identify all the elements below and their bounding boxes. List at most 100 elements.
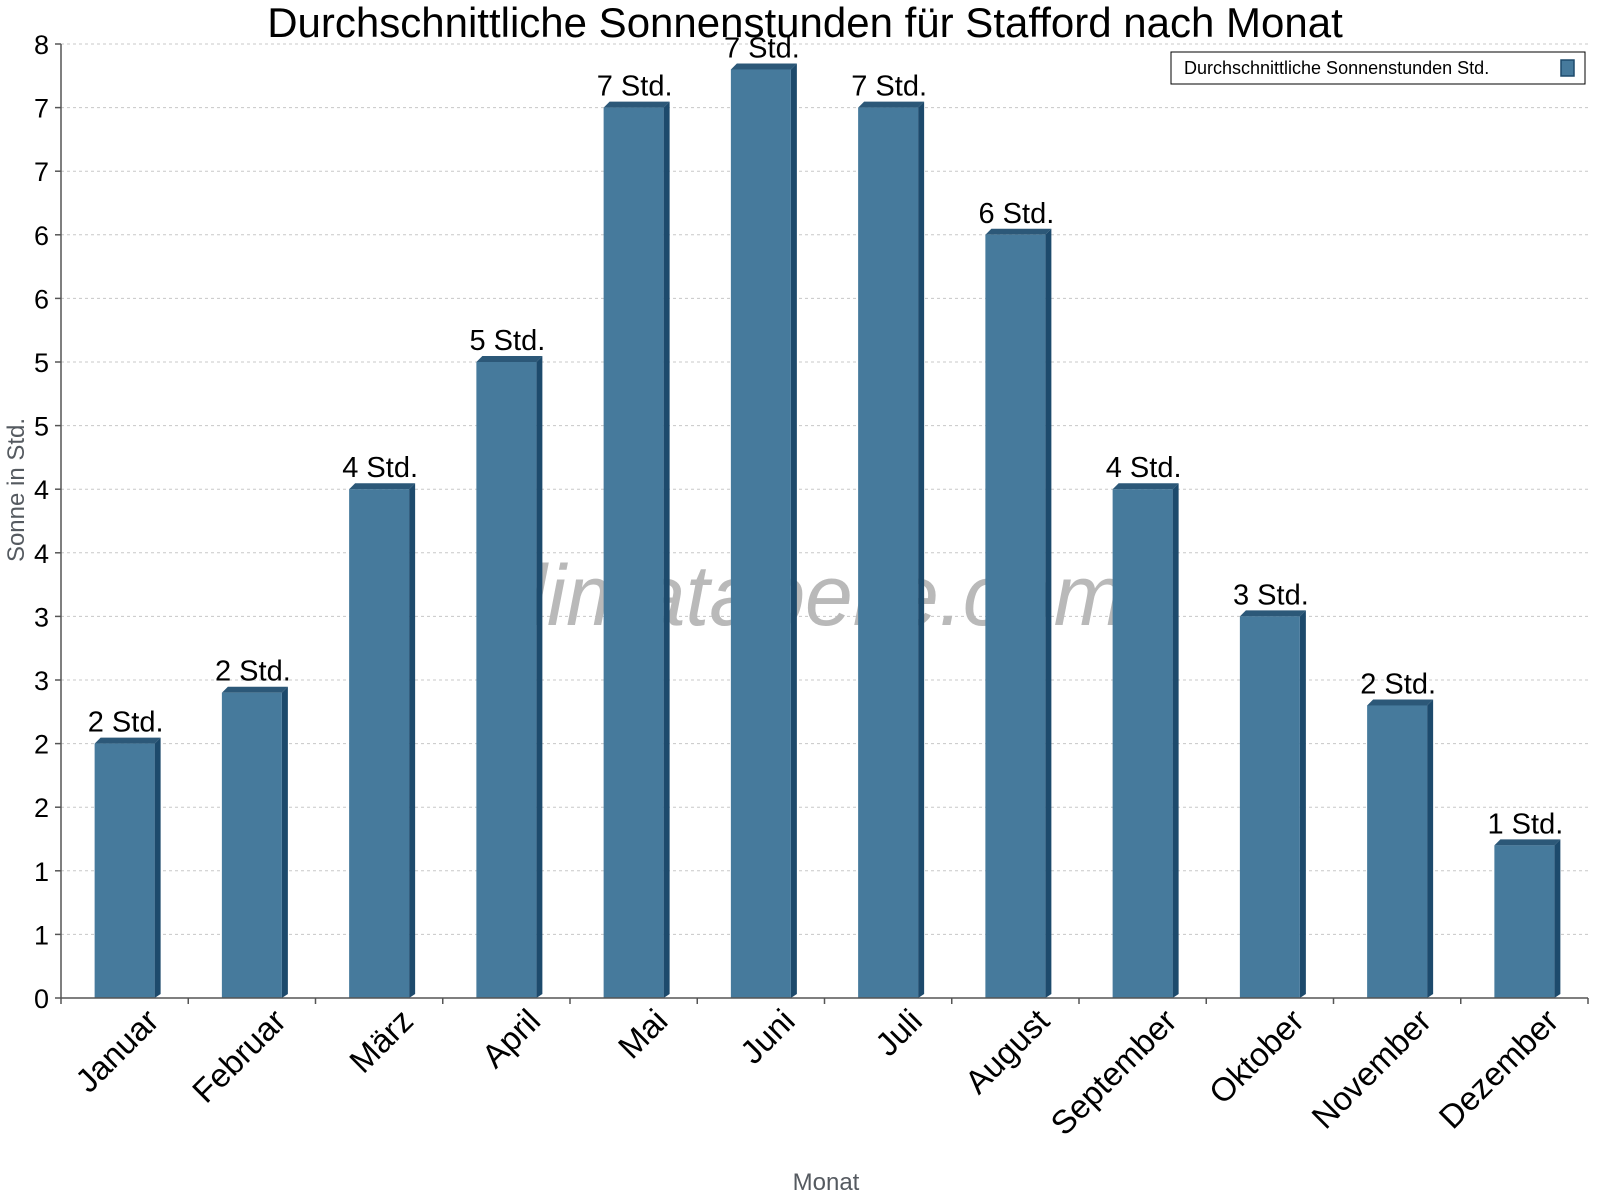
bar-top bbox=[221, 686, 288, 693]
bar bbox=[349, 483, 416, 998]
bar-top bbox=[1494, 839, 1561, 846]
legend: Durchschnittliche Sonnenstunden Std. bbox=[1170, 51, 1586, 85]
bar-front bbox=[1367, 705, 1428, 998]
bar-top bbox=[858, 101, 925, 108]
bar-top bbox=[476, 356, 543, 362]
data-label: 5 Std. bbox=[469, 325, 545, 357]
data-label: 7 Std. bbox=[597, 71, 673, 103]
bar-front bbox=[476, 362, 537, 998]
bar-top bbox=[985, 228, 1052, 235]
bar-side bbox=[1299, 610, 1306, 998]
x-tick-label: Mai bbox=[611, 1002, 675, 1066]
bar bbox=[603, 101, 670, 999]
bar-top bbox=[603, 101, 670, 108]
y-tick-labels: 0 1 1 2 2 3 3 4 4 5 5 6 6 7 7 8 bbox=[34, 30, 49, 1014]
y-tick-label: 3 bbox=[34, 666, 49, 696]
y-axis-title: Sonne in Std. bbox=[3, 418, 30, 562]
bar-side bbox=[409, 483, 416, 998]
bar-front bbox=[94, 743, 155, 998]
y-tick-label: 5 bbox=[34, 412, 49, 442]
data-label: 7 Std. bbox=[724, 32, 800, 64]
bar-top bbox=[1367, 699, 1434, 706]
x-tick-label: September bbox=[1043, 1002, 1183, 1142]
y-tick-label: 4 bbox=[34, 539, 49, 569]
y-tick-label: 4 bbox=[34, 475, 49, 505]
x-tick-labels: Januar Februar März April Mai Juni Juli AugustS… bbox=[68, 1002, 1565, 1142]
bar-top bbox=[1239, 610, 1306, 617]
bar bbox=[1494, 839, 1561, 998]
data-label: 6 Std. bbox=[978, 198, 1054, 230]
x-tick-label: Dezember bbox=[1432, 1002, 1566, 1136]
bar-side bbox=[154, 737, 161, 998]
bar bbox=[94, 737, 161, 998]
legend-box bbox=[1170, 51, 1586, 85]
x-tick-label: November bbox=[1304, 1002, 1438, 1136]
bar-front bbox=[1112, 489, 1173, 998]
legend-label: Durchschnittliche Sonnenstunden Std. bbox=[1184, 58, 1489, 78]
data-label: 2 Std. bbox=[215, 656, 291, 688]
data-labels: 2 Std. 2 Std. 4 Std. 5 Std. 7 Std. 7 Std. 7 St… bbox=[88, 32, 1564, 840]
bar-front bbox=[858, 107, 919, 999]
y-tick-label: 6 bbox=[34, 284, 49, 314]
data-label: 2 Std. bbox=[1360, 668, 1436, 700]
x-tick-label: April bbox=[474, 1002, 547, 1075]
bar-top bbox=[730, 63, 797, 70]
x-tick-label: Januar bbox=[68, 1002, 166, 1100]
data-label: 2 Std. bbox=[88, 707, 164, 739]
bar bbox=[858, 101, 925, 999]
y-tick-label: 6 bbox=[34, 221, 49, 251]
bar-side bbox=[918, 101, 925, 999]
bar-side bbox=[536, 356, 543, 998]
bar-side bbox=[281, 686, 288, 998]
bar-front bbox=[221, 692, 282, 998]
data-label: 3 Std. bbox=[1233, 579, 1309, 611]
bar bbox=[1239, 610, 1306, 998]
bar-side bbox=[663, 101, 670, 999]
bar-side bbox=[1045, 228, 1052, 999]
data-label: 4 Std. bbox=[342, 452, 418, 484]
x-tick-label: August bbox=[958, 1002, 1057, 1101]
y-tick-label: 1 bbox=[34, 857, 49, 887]
y-tick-label: 5 bbox=[34, 348, 49, 378]
bar-front bbox=[985, 234, 1046, 999]
x-tick-label: Februar bbox=[185, 1002, 293, 1110]
axes bbox=[55, 43, 1589, 1004]
bar-front bbox=[603, 107, 664, 999]
bar bbox=[476, 356, 543, 998]
chart-title: Durchschnittliche Sonnenstunden für Staf… bbox=[267, 0, 1343, 46]
x-tick-label: Juni bbox=[733, 1002, 802, 1071]
bar-side bbox=[790, 63, 797, 998]
bar bbox=[985, 228, 1052, 999]
y-tick-label: 1 bbox=[34, 920, 49, 950]
data-label: 4 Std. bbox=[1106, 452, 1182, 484]
y-tick-label: 7 bbox=[34, 157, 49, 187]
y-tick-label: 8 bbox=[34, 30, 49, 60]
x-tick-label: März bbox=[342, 1002, 420, 1080]
x-axis-title: Monat bbox=[793, 1169, 860, 1196]
bar-top bbox=[349, 483, 416, 490]
y-tick-label: 7 bbox=[34, 94, 49, 124]
bar bbox=[221, 686, 288, 998]
bar-front bbox=[1494, 845, 1555, 998]
bar-side bbox=[1427, 699, 1434, 998]
bar-side bbox=[1172, 483, 1179, 998]
x-tick-label: Juli bbox=[868, 1002, 929, 1063]
bar bbox=[1367, 699, 1434, 998]
y-tick-label: 3 bbox=[34, 602, 49, 632]
bar-series bbox=[94, 63, 1561, 999]
y-tick-label: 2 bbox=[34, 793, 49, 823]
bar-side bbox=[1554, 839, 1561, 998]
bar-front bbox=[1239, 616, 1300, 998]
bar-front bbox=[349, 489, 410, 998]
data-label: 7 Std. bbox=[851, 71, 927, 103]
bar bbox=[1112, 483, 1179, 998]
bar bbox=[730, 63, 797, 998]
data-label: 1 Std. bbox=[1487, 808, 1563, 840]
x-tick-label: Oktober bbox=[1202, 1002, 1311, 1111]
bar-front bbox=[730, 69, 791, 998]
y-tick-label: 0 bbox=[34, 984, 49, 1014]
grid-lines bbox=[61, 43, 1588, 935]
bar-top bbox=[1112, 483, 1179, 490]
bar-top bbox=[94, 737, 161, 744]
